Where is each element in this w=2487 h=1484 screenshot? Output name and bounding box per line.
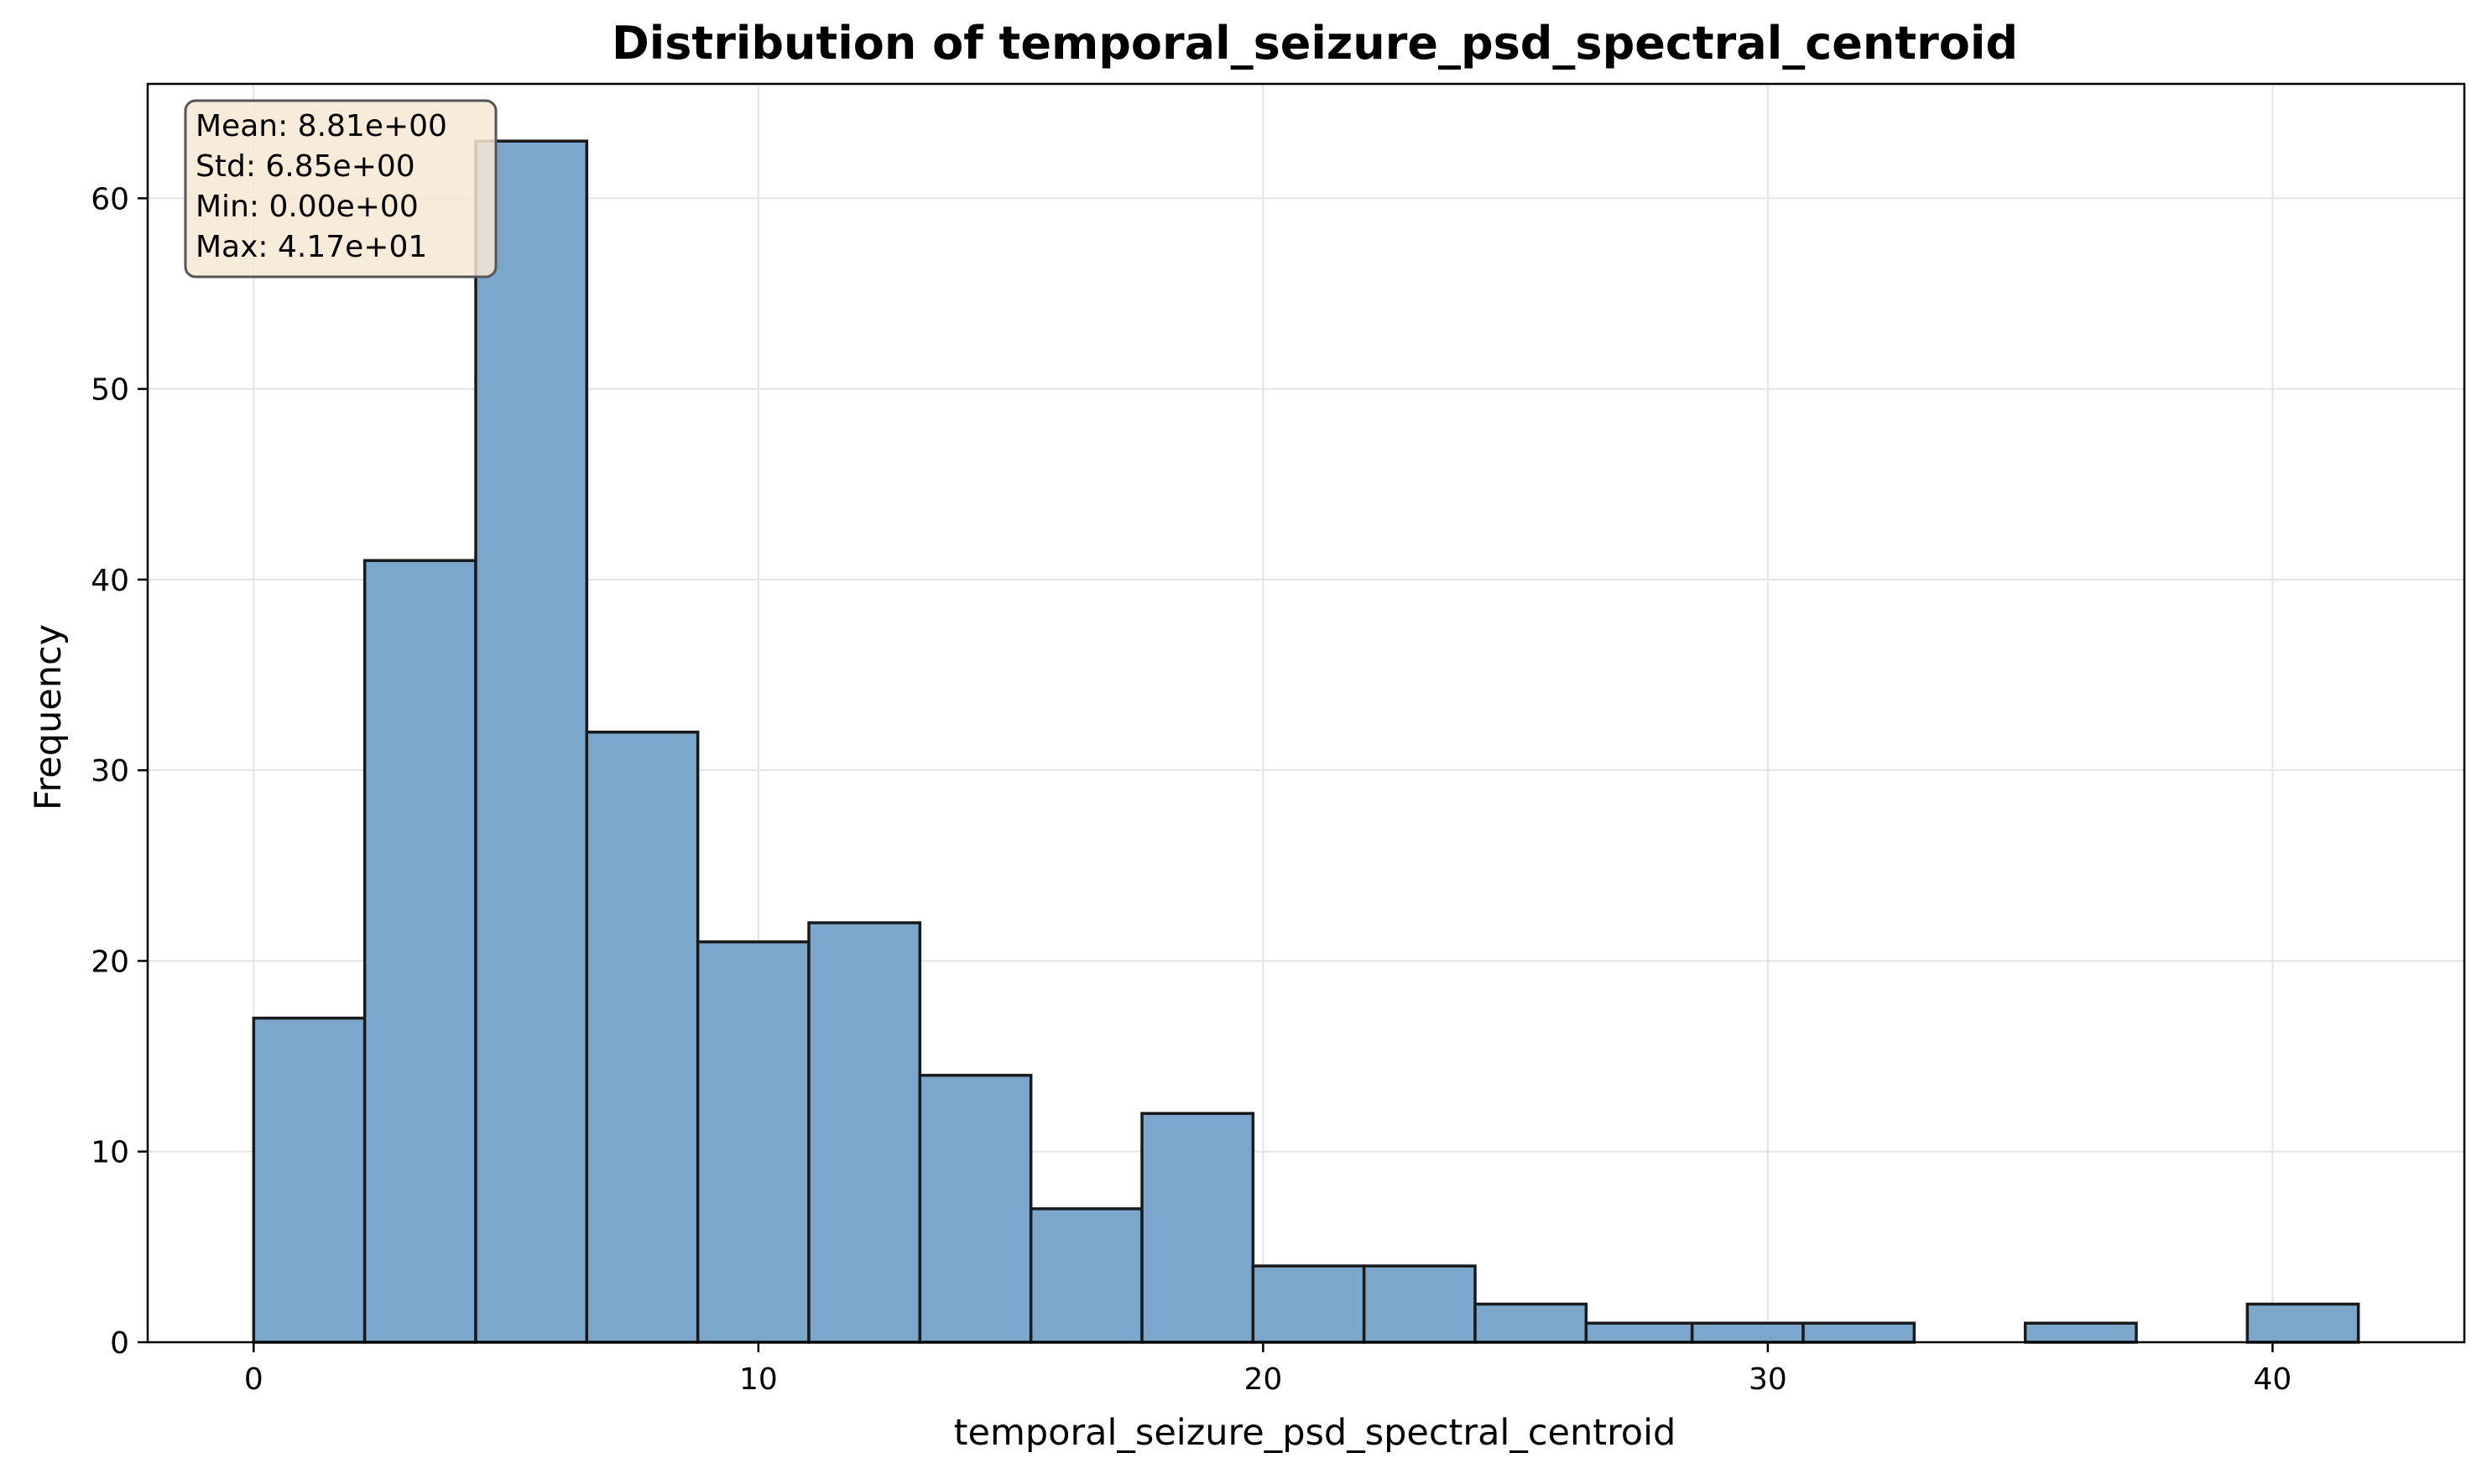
histogram-bar (1584, 1321, 1694, 1344)
histogram-bar (1801, 1321, 1916, 1344)
x-tick-label: 30 (1749, 1362, 1787, 1397)
histogram-bar (1473, 1302, 1588, 1344)
histogram-bar (474, 139, 589, 1344)
x-tick-label: 40 (2254, 1362, 2292, 1397)
stats-mean: Mean: 8.81e+00 (196, 109, 447, 143)
y-tick-label: 40 (91, 564, 129, 598)
histogram-bar (1251, 1264, 1366, 1344)
y-tick-label: 60 (91, 182, 129, 216)
stats-max: Max: 4.17e+01 (196, 230, 427, 264)
histogram-bar (1362, 1264, 1477, 1344)
histogram-bar (696, 940, 811, 1344)
x-tick-label: 0 (244, 1362, 263, 1397)
stats-min: Min: 0.00e+00 (196, 190, 419, 224)
y-tick-label: 0 (110, 1326, 129, 1361)
histogram-bar (2245, 1302, 2360, 1344)
y-tick-label: 30 (91, 754, 129, 789)
bars-layer (252, 139, 2360, 1344)
stats-std: Std: 6.85e+00 (196, 149, 415, 184)
axes-layer (146, 82, 2466, 1344)
y-tick-label: 10 (91, 1136, 129, 1170)
histogram-bar (252, 1016, 367, 1344)
histogram-bar (807, 921, 922, 1344)
chart-title: Distribution of temporal_seizure_psd_spe… (612, 17, 2018, 70)
x-tick-label: 10 (739, 1362, 778, 1397)
y-tick-label: 20 (91, 945, 129, 979)
histogram-bar (1140, 1112, 1255, 1344)
histogram-bar (1029, 1207, 1144, 1344)
stats-box-background (184, 99, 498, 279)
y-axis-label: Frequency (28, 624, 70, 810)
histogram-bar (585, 730, 700, 1344)
x-axis-label: temporal_seizure_psd_spectral_centroid (954, 1412, 1676, 1454)
y-tick-label: 50 (91, 373, 129, 408)
histogram-bar (918, 1074, 1033, 1344)
histogram-bar (1690, 1321, 1805, 1344)
ticks-layer: 0 10 20 30 40 0 10 20 30 40 50 60 (91, 182, 2291, 1397)
histogram-bar (2023, 1321, 2138, 1344)
plot-frame (146, 82, 2466, 1344)
histogram-bar (362, 559, 477, 1344)
stats-box: Mean: 8.81e+00 Std: 6.85e+00 Min: 0.00e+… (184, 99, 498, 279)
x-tick-label: 20 (1244, 1362, 1282, 1397)
